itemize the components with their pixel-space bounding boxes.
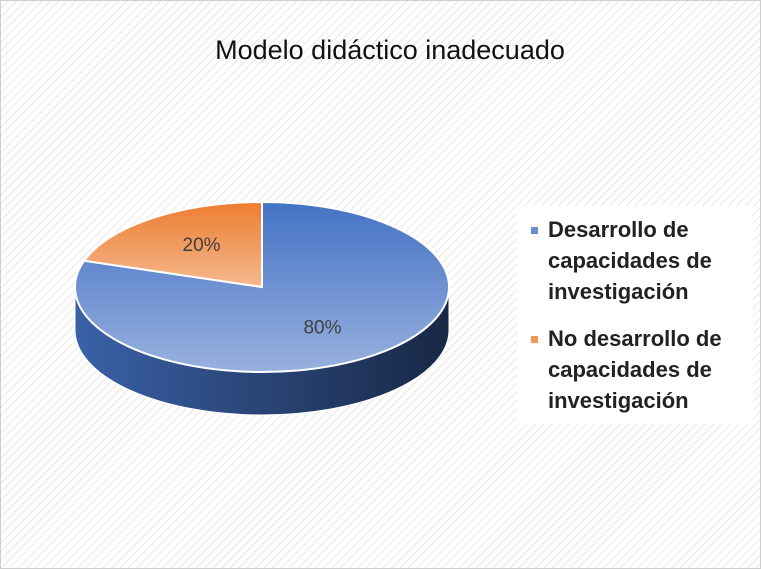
legend-entry: Desarrollo de capacidades de investigaci…	[523, 214, 749, 307]
legend-label: No desarrollo de capacidades de investig…	[548, 326, 722, 413]
legend-swatch	[531, 336, 538, 343]
data-label: 80%	[303, 317, 341, 338]
data-label: 20%	[183, 235, 221, 256]
legend-entry: No desarrollo de capacidades de investig…	[523, 323, 749, 416]
chart-title: Modelo didáctico inadecuado	[215, 35, 565, 65]
legend-swatch	[531, 227, 538, 234]
pie-slice	[82, 200, 263, 289]
legend-label: Desarrollo de capacidades de investigaci…	[548, 217, 712, 304]
legend: Desarrollo de capacidades de investigaci…	[517, 206, 753, 424]
